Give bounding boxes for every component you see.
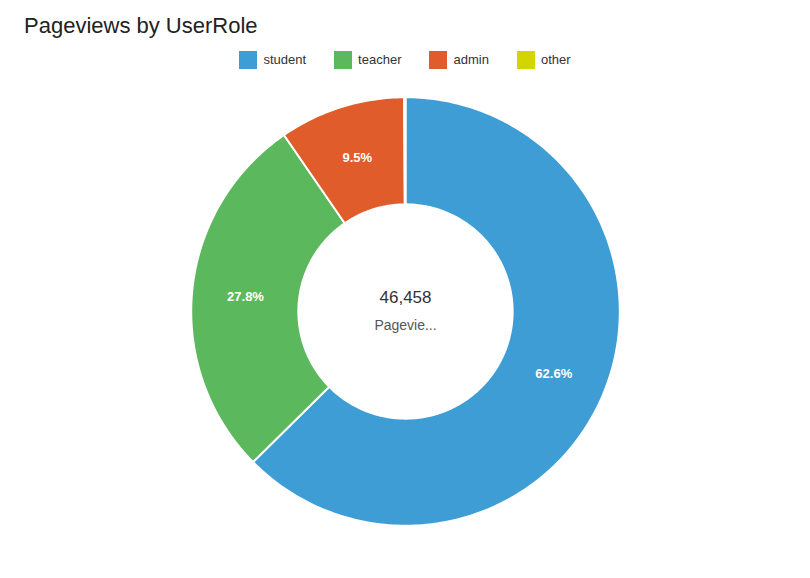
svg-text:62.6%: 62.6% [535,366,572,381]
html-text:teacher: teacher [358,52,402,67]
svg-text:46,458: 46,458 [380,288,432,307]
svg-text:9.5%: 9.5% [342,150,372,165]
html-text:Pageviews by UserRole: Pageviews by UserRole [24,13,258,38]
html-text:admin: admin [453,52,489,67]
html-text:other: other [540,52,571,67]
svg-text:27.8%: 27.8% [227,289,264,304]
svg-text:Pagevie...: Pagevie... [374,317,436,333]
html-text:student: student [263,52,307,67]
